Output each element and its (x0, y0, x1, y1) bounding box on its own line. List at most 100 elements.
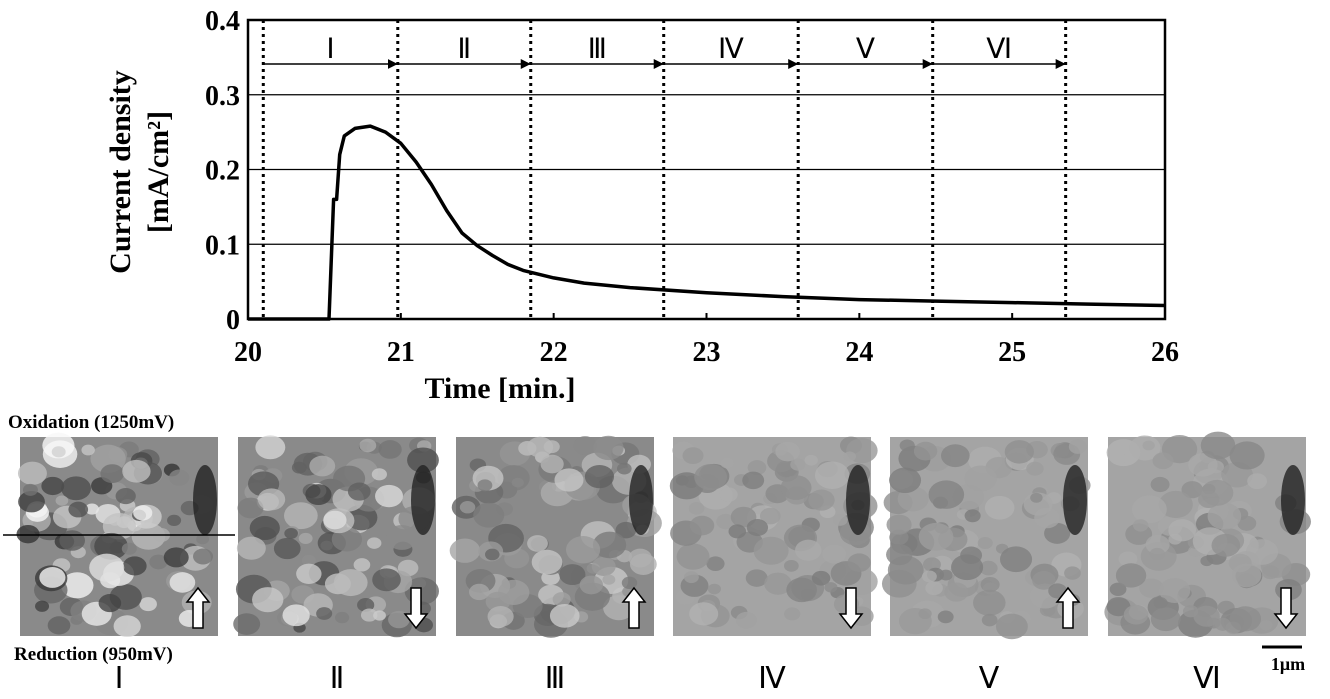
afm-grain (615, 521, 637, 539)
afm-grain (1032, 571, 1056, 590)
afm-grain (964, 465, 997, 492)
afm-dark-spot (1281, 465, 1305, 535)
afm-grain (1150, 476, 1170, 493)
afm-grain (784, 559, 799, 572)
afm-grain (1201, 479, 1234, 506)
afm-grain (81, 444, 95, 456)
afm-grain (1200, 555, 1214, 567)
y-tick-label: 0.3 (205, 81, 240, 112)
afm-grain (913, 441, 938, 461)
afm-grain (735, 611, 757, 629)
afm-grain (977, 536, 993, 549)
x-tick-label: 21 (387, 337, 415, 368)
afm-grain (411, 577, 427, 590)
afm-grain (1118, 551, 1138, 567)
scale-bar-label: 1μm (1271, 654, 1305, 674)
afm-grain (939, 569, 953, 581)
afm-grain (1132, 519, 1149, 532)
afm-grain (814, 461, 850, 490)
afm-grain (59, 530, 86, 551)
afm-grain (497, 465, 530, 491)
afm-dark-spot (411, 465, 435, 535)
afm-grain (602, 574, 616, 585)
afm-grain (335, 611, 350, 624)
afm-grain (753, 536, 789, 565)
afm-grain (60, 572, 94, 599)
afm-grain (371, 468, 387, 481)
afm-grain (527, 535, 548, 552)
afm-grain (918, 608, 932, 620)
phase-label: Ⅴ (856, 34, 875, 65)
afm-grain (999, 546, 1033, 573)
afm-grain (169, 572, 196, 593)
scan-arrow (838, 587, 864, 630)
afm-grain (193, 548, 214, 565)
scan-arrow (403, 587, 429, 630)
afm-grain (42, 432, 75, 459)
afm-grain (621, 576, 638, 590)
afm-grain (375, 484, 403, 508)
afm-grain (742, 471, 765, 490)
phase-label: Ⅳ (718, 34, 744, 65)
image-label: Ⅰ (115, 662, 124, 694)
afm-grain (804, 454, 818, 466)
afm-grain (100, 464, 125, 484)
afm-grain (1150, 607, 1181, 632)
afm-grain (139, 597, 157, 612)
afm-grain (357, 598, 375, 612)
afm-grain (552, 592, 571, 607)
afm-grain (899, 439, 915, 452)
afm-grain (41, 476, 65, 496)
afm-grain (122, 556, 147, 576)
afm-grain (1207, 502, 1242, 530)
x-tick-label: 25 (998, 337, 1026, 368)
afm-grain (301, 554, 316, 567)
afm-grain (593, 435, 624, 461)
afm-grain (22, 483, 38, 496)
afm-image (881, 437, 1091, 640)
afm-grain (579, 575, 604, 595)
y-tick-label: 0 (226, 305, 240, 336)
afm-grain (719, 487, 738, 502)
afm-grain (889, 470, 914, 490)
afm-grain (68, 501, 89, 518)
afm-grain (584, 464, 615, 489)
afm-grain (565, 536, 601, 564)
image-label: Ⅴ (979, 662, 1000, 694)
afm-grain (786, 577, 817, 603)
afm-grain (255, 435, 286, 460)
afm-grain (1214, 617, 1231, 631)
afm-grain (16, 524, 40, 544)
afm-grain (305, 484, 332, 506)
afm-grain (273, 537, 301, 560)
phase-label: Ⅱ (457, 34, 471, 65)
afm-grain (559, 564, 586, 586)
afm-grain (832, 514, 848, 526)
afm-grain (449, 538, 481, 563)
afm-grain (18, 490, 45, 513)
afm-grain (1139, 578, 1164, 598)
phase-label: Ⅵ (986, 34, 1012, 65)
afm-grain (1231, 563, 1262, 588)
afm-grain (331, 527, 363, 552)
x-tick-label: 22 (540, 337, 568, 368)
afm-grain (115, 487, 136, 505)
afm-grain (925, 581, 943, 596)
afm-grain (257, 488, 286, 511)
afm-grain (847, 553, 871, 572)
afm-grain (372, 568, 401, 592)
scan-arrow (1055, 586, 1081, 629)
afm-grain (469, 583, 490, 601)
afm-grain (540, 454, 564, 474)
afm-grain (1149, 547, 1165, 561)
afm-image (449, 435, 662, 638)
afm-grain (824, 582, 838, 593)
afm-grain (309, 455, 336, 477)
afm-grain (1112, 452, 1127, 465)
afm-dark-spot (629, 465, 653, 535)
afm-grain (1030, 492, 1043, 503)
afm-grain (747, 460, 767, 476)
afm-grain (745, 569, 768, 587)
afm-grain (1123, 604, 1149, 625)
afm-image (1104, 431, 1311, 638)
